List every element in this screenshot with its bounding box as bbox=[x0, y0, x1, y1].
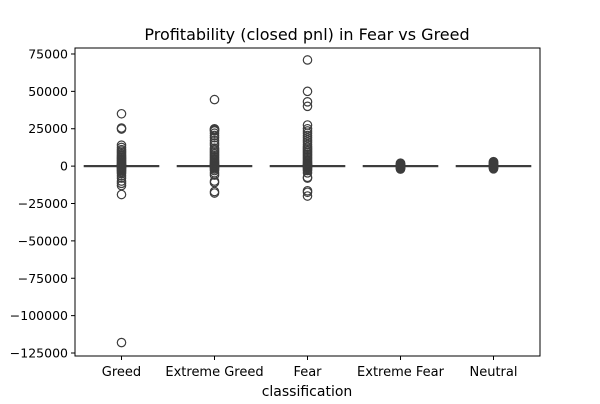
outlier-point bbox=[209, 170, 220, 180]
box-group-fear bbox=[269, 55, 346, 201]
outlier-point bbox=[302, 173, 313, 183]
x-axis-label: classification bbox=[262, 384, 353, 400]
x-tick-label: Neutral bbox=[470, 365, 518, 380]
y-tick-label: −50000 bbox=[18, 233, 68, 248]
outlier-point bbox=[302, 187, 313, 198]
outlier-point bbox=[116, 173, 127, 183]
box-group-neutral bbox=[455, 156, 532, 174]
x-axis: Greed Extreme Greed Fear Extreme Fear Neutra… bbox=[102, 356, 518, 380]
outlier-point bbox=[116, 189, 127, 200]
outlier-point bbox=[116, 124, 127, 134]
x-tick-label: Greed bbox=[102, 365, 141, 380]
y-tick-label: −75000 bbox=[18, 271, 68, 286]
chart-title: Profitability (closed pnl) in Fear vs Gr… bbox=[144, 25, 469, 44]
outlier-point bbox=[302, 86, 313, 97]
y-tick-label: 0 bbox=[60, 159, 68, 174]
outlier-point bbox=[209, 132, 220, 143]
y-axis: 75000 50000 25000 0 −25000 −50000 −75000 −10000… bbox=[10, 46, 75, 361]
outlier-point bbox=[302, 97, 313, 107]
marks-layer bbox=[83, 55, 532, 348]
y-tick-label: 75000 bbox=[28, 46, 68, 61]
outlier-point bbox=[116, 337, 127, 348]
x-tick-label: Extreme Greed bbox=[165, 365, 263, 380]
outlier-point bbox=[302, 168, 313, 178]
y-tick-label: −25000 bbox=[18, 196, 68, 211]
outlier-point bbox=[209, 94, 220, 105]
outlier-point bbox=[302, 191, 313, 201]
outlier-point bbox=[209, 188, 220, 198]
box-group-extreme-greed bbox=[176, 94, 253, 198]
outlier-point bbox=[302, 101, 313, 112]
outlier-point bbox=[302, 55, 313, 65]
outlier-point bbox=[116, 108, 127, 119]
y-tick-label: 50000 bbox=[28, 84, 68, 99]
outlier-point bbox=[395, 164, 406, 174]
x-tick-label: Extreme Fear bbox=[357, 365, 445, 380]
outlier-point bbox=[488, 164, 499, 174]
y-tick-label: −125000 bbox=[10, 346, 68, 361]
y-tick-label: −100000 bbox=[10, 308, 68, 323]
x-tick-label: Fear bbox=[293, 365, 322, 380]
box-group-greed bbox=[83, 108, 160, 348]
box-group-extreme-fear bbox=[362, 158, 439, 174]
y-tick-label: 25000 bbox=[28, 121, 68, 136]
